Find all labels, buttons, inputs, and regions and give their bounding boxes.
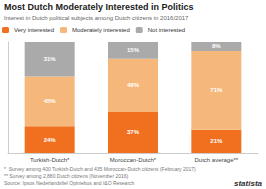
svg-text:Source: Ipsos Nederlandsfiel O: Source: Ipsos Nederlandsfiel Opiniebus a… — [4, 180, 135, 186]
svg-text:45%: 45% — [44, 98, 57, 104]
svg-text:Moderately interested: Moderately interested — [72, 27, 130, 33]
svg-text:71%: 71% — [210, 87, 223, 93]
svg-text:Not interested: Not interested — [148, 27, 185, 33]
svg-text:15%: 15% — [127, 47, 140, 53]
svg-text:Interest in Dutch political su: Interest in Dutch political subjects amo… — [4, 15, 189, 21]
svg-text:37%: 37% — [127, 129, 140, 135]
svg-text:Very interested: Very interested — [14, 27, 54, 33]
svg-text:* Survey among 400 Turkish-Du: * Survey among 400 Turkish-Dutch and 435… — [4, 166, 196, 172]
svg-text:** Survey among 2,880 Dutch ci: ** Survey among 2,880 Dutch citizens (No… — [4, 173, 129, 179]
svg-text:8%: 8% — [212, 43, 221, 49]
svg-text:statista: statista — [234, 179, 263, 188]
svg-text:21%: 21% — [210, 138, 223, 144]
svg-text:Most Dutch Moderately Interest: Most Dutch Moderately Interested in Poli… — [4, 2, 194, 12]
svg-text:48%: 48% — [127, 82, 140, 88]
svg-text:24%: 24% — [44, 137, 57, 143]
svg-text:Dutch average**: Dutch average** — [194, 157, 238, 163]
svg-text:Turkish-Dutch*: Turkish-Dutch* — [30, 157, 70, 163]
svg-text:31%: 31% — [44, 56, 57, 62]
svg-text:Moroccan-Dutch*: Moroccan-Dutch* — [110, 157, 157, 163]
